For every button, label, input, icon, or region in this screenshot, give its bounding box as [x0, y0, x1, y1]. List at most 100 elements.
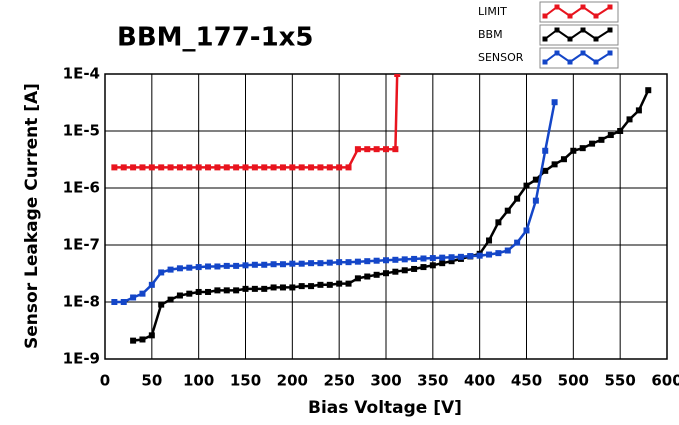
marker [523, 182, 530, 189]
marker [532, 176, 539, 183]
marker [111, 164, 118, 171]
legend-label: LIMIT [478, 5, 507, 18]
marker [364, 258, 371, 265]
marker [411, 255, 418, 262]
marker [429, 262, 436, 269]
marker [233, 164, 240, 171]
marker [270, 261, 277, 268]
marker [289, 284, 296, 291]
marker [289, 260, 296, 267]
marker [139, 164, 146, 171]
legend-marker [567, 36, 573, 42]
marker [326, 164, 333, 171]
marker [486, 251, 493, 258]
marker [298, 283, 305, 290]
x-tick-label: 100 [183, 372, 214, 390]
marker [195, 164, 202, 171]
marker [279, 284, 286, 291]
marker [242, 262, 249, 269]
marker [176, 265, 183, 272]
y-tick-label: 1E-6 [63, 179, 100, 197]
legend-marker [607, 4, 613, 10]
marker [251, 164, 258, 171]
marker [270, 284, 277, 291]
y-tick-label: 1E-8 [63, 293, 100, 311]
x-tick-label: 450 [511, 372, 542, 390]
marker [551, 161, 558, 168]
legend: LIMIT BBM SENSOR [478, 1, 619, 69]
x-tick-label: 250 [324, 372, 355, 390]
marker [467, 253, 474, 260]
x-tick-label: 400 [464, 372, 495, 390]
marker [279, 261, 286, 268]
legend-marker [554, 4, 560, 10]
marker [598, 136, 605, 143]
x-tick-label: 350 [417, 372, 448, 390]
marker [242, 285, 249, 292]
marker [476, 252, 483, 259]
marker [532, 197, 539, 204]
marker [551, 99, 558, 106]
marker [635, 107, 642, 114]
y-tick-label: 1E-4 [63, 65, 100, 83]
marker [167, 296, 174, 303]
marker [448, 258, 455, 265]
legend-marker [593, 36, 599, 42]
legend-marker [593, 59, 599, 65]
x-tick-label: 300 [370, 372, 401, 390]
marker [354, 275, 361, 282]
marker [214, 263, 221, 270]
marker [495, 250, 502, 257]
x-tick-label: 50 [141, 372, 162, 390]
marker [308, 164, 315, 171]
marker [411, 265, 418, 272]
marker [139, 290, 146, 297]
marker [130, 337, 137, 344]
marker [589, 140, 596, 147]
marker [560, 156, 567, 163]
marker [308, 283, 315, 290]
marker [223, 287, 230, 294]
marker [645, 87, 652, 94]
marker [392, 256, 399, 263]
marker [176, 164, 183, 171]
marker [317, 164, 324, 171]
marker [420, 255, 427, 262]
marker [176, 292, 183, 299]
marker [233, 262, 240, 269]
marker [383, 146, 389, 153]
legend-label: SENSOR [478, 51, 524, 64]
marker [420, 264, 427, 271]
marker [336, 259, 343, 266]
y-axis-label: Sensor Leakage Current [A] [22, 83, 42, 349]
marker [486, 237, 493, 244]
marker [617, 128, 624, 134]
legend-marker [580, 4, 586, 10]
y-tick-label: 1E-7 [63, 236, 100, 254]
marker [401, 256, 408, 263]
marker [186, 164, 193, 171]
marker [373, 257, 380, 264]
marker [326, 259, 333, 266]
marker [514, 195, 521, 202]
x-tick-label: 500 [558, 372, 589, 390]
marker [364, 273, 371, 280]
marker [439, 260, 446, 267]
marker [579, 145, 586, 152]
marker [289, 164, 296, 171]
marker [120, 164, 127, 171]
y-tick-label: 1E-5 [63, 122, 100, 140]
marker [223, 164, 230, 171]
marker [523, 227, 530, 234]
x-tick-label: 150 [230, 372, 261, 390]
marker [111, 299, 118, 305]
x-tick-label: 0 [100, 372, 110, 390]
marker [317, 281, 324, 288]
marker [317, 260, 324, 267]
marker [373, 271, 380, 278]
marker [394, 74, 401, 77]
lines [111, 74, 652, 344]
marker [542, 147, 549, 154]
marker [504, 247, 511, 254]
